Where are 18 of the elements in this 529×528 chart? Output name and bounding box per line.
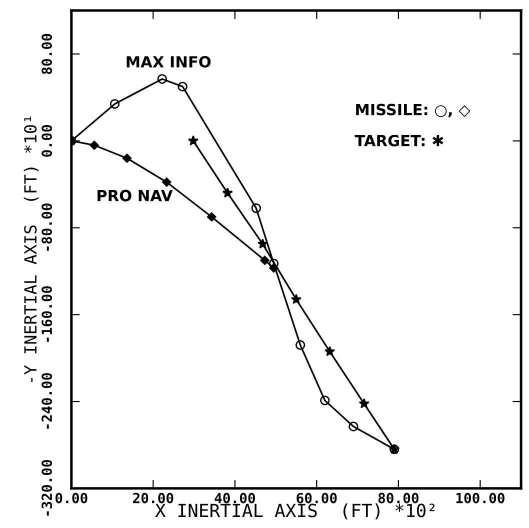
x-tick-label: 20.00 bbox=[133, 492, 174, 504]
y-tick-label: -320.00 bbox=[42, 460, 52, 516]
y-axis-title: -Y INERTIAL AXIS (FT) *10¹ bbox=[24, 116, 39, 382]
x-tick-label: 80.00 bbox=[378, 492, 419, 504]
y-tick-label: 0.00 bbox=[42, 124, 52, 157]
annotation: PRO NAV bbox=[98, 190, 173, 202]
x-axis-title: X INERTIAL AXIS (FT) *10² bbox=[155, 503, 435, 520]
x-tick-label: 0.00 bbox=[56, 492, 88, 504]
annotation: MISSILE: ○, ◇ bbox=[356, 104, 470, 118]
x-tick-label: 60.00 bbox=[296, 492, 337, 504]
x-tick-label: 40.00 bbox=[214, 492, 255, 504]
y-tick-label: -160.00 bbox=[42, 286, 52, 342]
y-tick-label: 80.00 bbox=[42, 34, 52, 74]
x-tick-label: 100.00 bbox=[456, 492, 504, 504]
annotation: MAX INFO bbox=[126, 56, 211, 68]
annotation: TARGET: ✱ bbox=[354, 134, 444, 146]
y-tick-label: -240.00 bbox=[42, 373, 52, 429]
y-tick-label: -80.00 bbox=[42, 204, 52, 251]
